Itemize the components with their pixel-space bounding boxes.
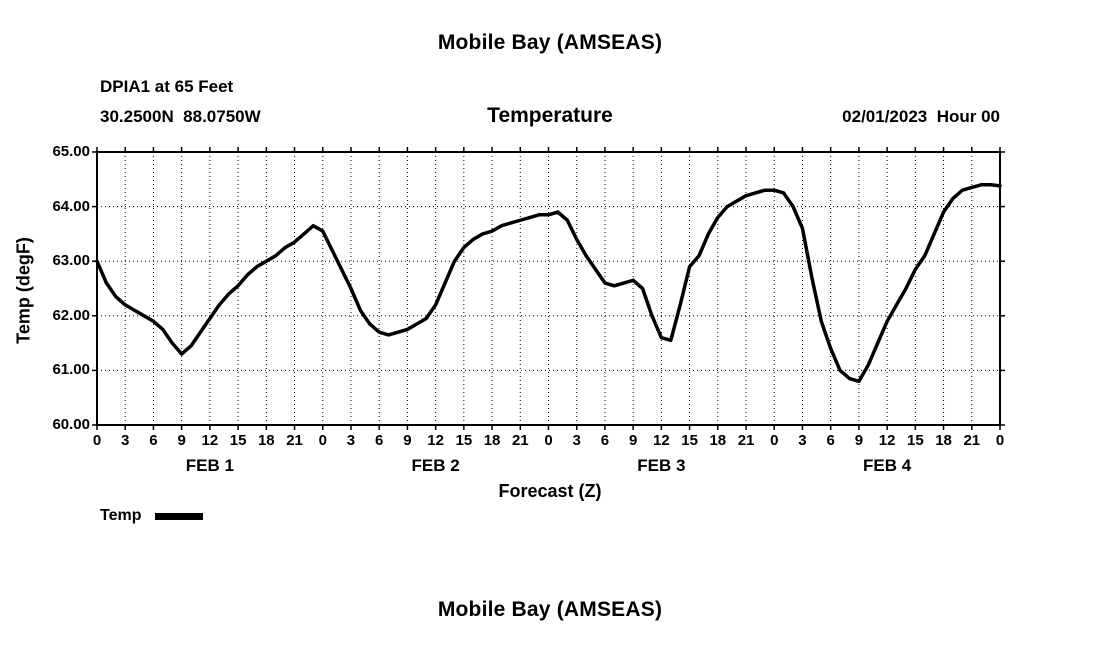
x-tick-label: 21 bbox=[963, 432, 981, 449]
y-tick-label: 60.00 bbox=[52, 416, 90, 433]
legend-temp-label: Temp bbox=[100, 507, 142, 524]
x-tick-label: 12 bbox=[653, 432, 670, 449]
x-tick-label: 15 bbox=[681, 432, 698, 449]
x-tick-label: 0 bbox=[318, 432, 327, 449]
x-tick-label: 0 bbox=[544, 432, 553, 449]
legend-temp-line-swatch bbox=[155, 512, 204, 520]
page-title: Mobile Bay (AMSEAS) bbox=[437, 31, 663, 54]
y-axis-title: Temp (degF) bbox=[13, 237, 34, 344]
x-tick-label: 21 bbox=[737, 432, 755, 449]
y-tick-label: 62.00 bbox=[52, 306, 90, 324]
x-tick-label: 18 bbox=[935, 432, 952, 449]
x-tick-label: 15 bbox=[229, 432, 247, 449]
y-tick-label: 64.00 bbox=[52, 197, 90, 215]
x-axis-title: Forecast (Z) bbox=[498, 481, 602, 501]
x-tick-label: 3 bbox=[798, 432, 807, 449]
x-tick-label: 18 bbox=[257, 432, 275, 449]
x-tick-label: 9 bbox=[403, 432, 412, 449]
next-page-title: Mobile Bay (AMSEAS) bbox=[437, 598, 663, 621]
x-tick-label: 3 bbox=[346, 432, 356, 449]
plot-area bbox=[92, 147, 1005, 430]
day-label: FEB 4 bbox=[863, 456, 912, 475]
x-tick-label: 0 bbox=[92, 432, 102, 449]
x-tick-label: 15 bbox=[907, 432, 924, 449]
x-tick-label: 6 bbox=[600, 432, 610, 449]
temperature-line-chart bbox=[92, 147, 1005, 430]
x-tick-label: 6 bbox=[375, 432, 384, 449]
x-tick-label: 21 bbox=[511, 432, 529, 449]
x-tick-label: 0 bbox=[770, 432, 779, 449]
coordinates-label: 30.2500N 88.0750W bbox=[100, 107, 261, 126]
day-label: FEB 3 bbox=[637, 456, 686, 475]
x-tick-label: 18 bbox=[483, 432, 501, 449]
run-time-label: 02/01/2023 Hour 00 bbox=[842, 107, 1000, 126]
x-tick-label: 15 bbox=[455, 432, 473, 449]
x-tick-label: 12 bbox=[201, 432, 219, 449]
chart-title: Temperature bbox=[487, 104, 613, 127]
station-label: DPIA1 at 65 Feet bbox=[100, 77, 234, 96]
y-tick-label: 63.00 bbox=[52, 252, 90, 270]
x-tick-label: 9 bbox=[854, 432, 864, 449]
x-tick-label: 3 bbox=[572, 432, 581, 449]
y-tick-label: 61.00 bbox=[52, 361, 90, 379]
x-tick-label: 21 bbox=[286, 432, 303, 449]
x-tick-label: 12 bbox=[878, 432, 896, 449]
temp-series-line bbox=[95, 183, 1002, 384]
day-label: FEB 1 bbox=[185, 456, 234, 475]
day-label: FEB 2 bbox=[411, 456, 460, 475]
x-tick-label: 6 bbox=[826, 432, 835, 449]
y-tick-label: 65.00 bbox=[52, 143, 90, 160]
x-tick-label: 18 bbox=[709, 432, 727, 449]
x-tick-label: 9 bbox=[177, 432, 186, 449]
x-tick-label: 3 bbox=[121, 432, 130, 449]
x-tick-label: 0 bbox=[995, 432, 1005, 449]
x-tick-label: 9 bbox=[628, 432, 638, 449]
x-tick-label: 6 bbox=[149, 432, 158, 449]
legend: Temp bbox=[100, 507, 204, 525]
x-tick-label: 12 bbox=[427, 432, 444, 449]
plot-frame bbox=[96, 151, 1001, 426]
